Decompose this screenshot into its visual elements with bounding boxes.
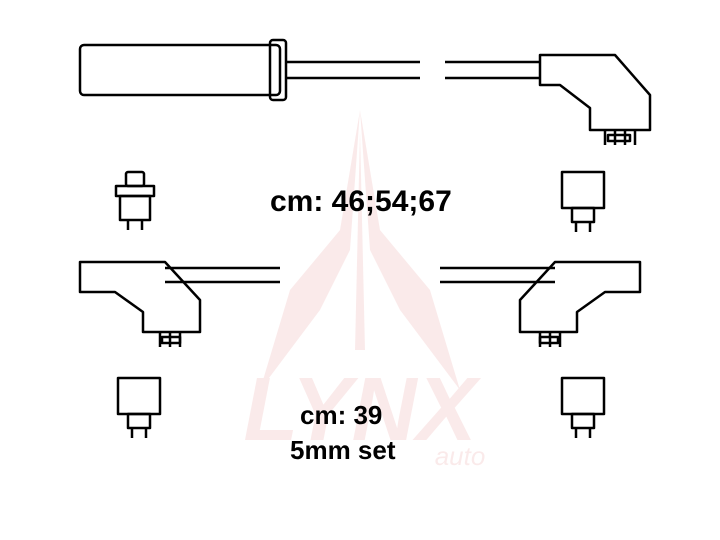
set-spec-label: 5mm set xyxy=(290,435,396,466)
small-connector-right-1 xyxy=(562,172,604,232)
small-connector-right-2 xyxy=(562,378,604,438)
mid-left-plug xyxy=(80,262,200,347)
small-connector-left-2 xyxy=(118,378,160,438)
small-connector-left-1 xyxy=(116,172,154,230)
mid-right-plug xyxy=(520,262,640,347)
top-coil-boot xyxy=(80,40,286,100)
top-angled-plug xyxy=(540,55,650,145)
lengths-top-label: cm: 46;54;67 xyxy=(270,185,452,219)
length-bottom-label: cm: 39 xyxy=(300,400,382,431)
